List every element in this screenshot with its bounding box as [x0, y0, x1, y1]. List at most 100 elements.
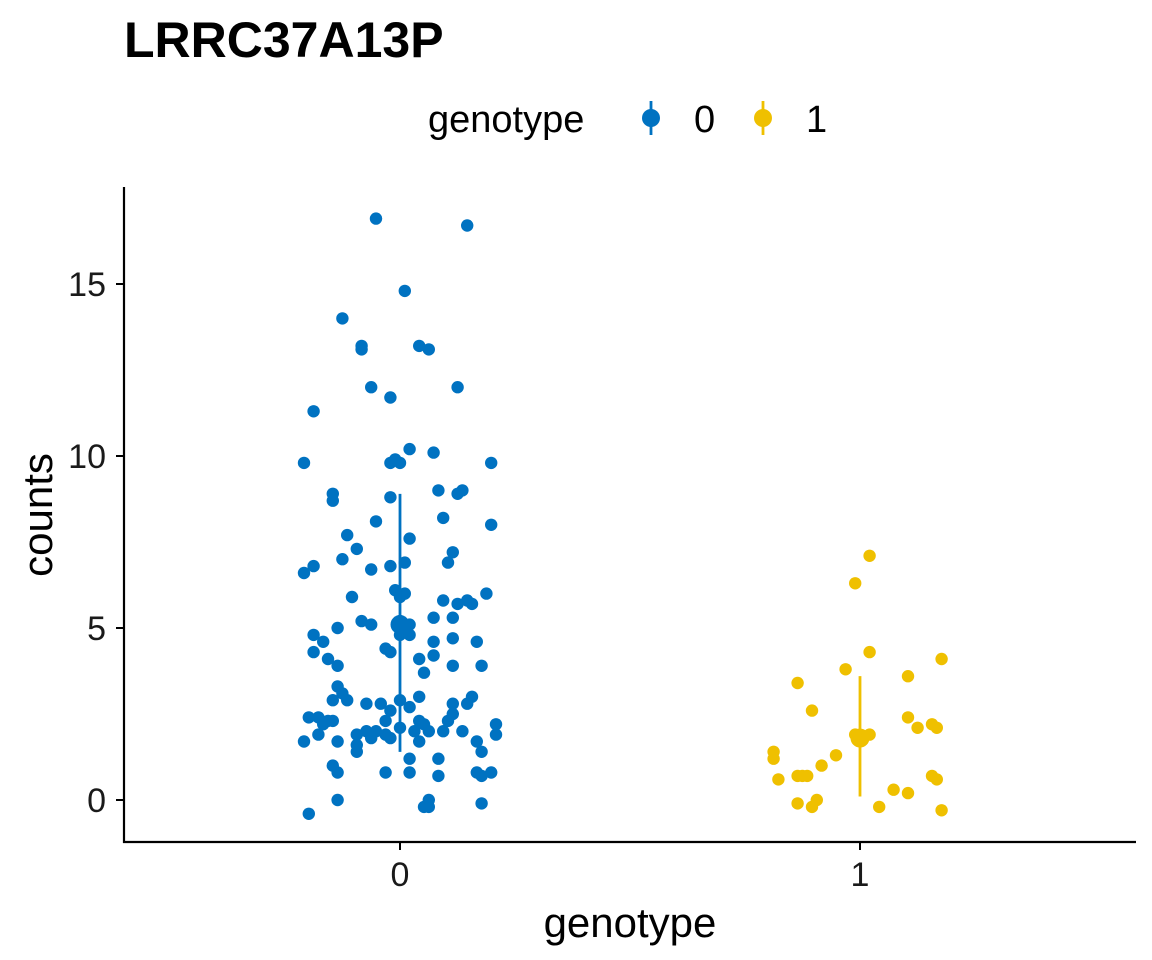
data-point-genotype-1 — [873, 800, 886, 814]
x-tick-label: 0 — [391, 856, 410, 894]
data-point-genotype-0 — [451, 381, 464, 394]
plot-area — [297, 212, 948, 820]
data-point-genotype-0 — [307, 559, 320, 573]
data-point-genotype-0 — [489, 718, 503, 731]
data-point-genotype-1 — [930, 773, 943, 786]
data-point-genotype-0 — [437, 725, 450, 738]
data-point-genotype-1 — [815, 759, 828, 772]
data-point-genotype-0 — [331, 793, 344, 807]
data-point-genotype-0 — [432, 769, 445, 783]
data-point-genotype-0 — [384, 491, 397, 504]
data-point-genotype-1 — [887, 783, 900, 796]
data-point-genotype-0 — [451, 597, 464, 611]
data-point-genotype-0 — [451, 487, 464, 500]
data-point-genotype-0 — [408, 725, 421, 738]
data-point-genotype-0 — [384, 645, 397, 659]
data-point-genotype-0 — [369, 515, 383, 528]
data-point-genotype-0 — [336, 553, 349, 566]
data-point-genotype-0 — [403, 700, 416, 714]
data-point-genotype-0 — [297, 456, 311, 470]
data-point-genotype-0 — [341, 694, 354, 707]
summary-mean-genotype-1 — [850, 728, 870, 748]
data-point-genotype-1 — [849, 577, 862, 590]
data-point-genotype-0 — [427, 649, 440, 662]
data-point-genotype-0 — [374, 697, 387, 710]
data-point-genotype-0 — [422, 800, 435, 814]
legend-title: genotype — [428, 99, 584, 141]
data-point-genotype-0 — [365, 618, 378, 631]
data-point-genotype-1 — [791, 797, 804, 810]
data-point-genotype-0 — [345, 590, 359, 604]
data-point-genotype-0 — [360, 697, 373, 710]
data-point-genotype-0 — [475, 745, 488, 758]
data-point-genotype-0 — [427, 611, 440, 624]
data-point-genotype-1 — [935, 652, 948, 666]
data-point-genotype-1 — [901, 711, 915, 724]
data-point-genotype-0 — [485, 456, 498, 470]
data-point-genotype-0 — [307, 405, 320, 418]
data-point-genotype-0 — [413, 652, 426, 666]
data-point-genotype-0 — [331, 735, 344, 748]
data-point-genotype-0 — [384, 731, 397, 745]
data-point-genotype-0 — [355, 343, 368, 356]
data-point-genotype-1 — [863, 549, 876, 562]
data-point-genotype-1 — [930, 721, 943, 734]
data-point-genotype-0 — [297, 566, 311, 580]
data-point-genotype-0 — [302, 807, 315, 820]
data-point-genotype-0 — [413, 735, 426, 748]
summary-layer — [390, 493, 870, 797]
data-point-genotype-0 — [461, 219, 474, 232]
data-point-genotype-0 — [403, 628, 416, 642]
data-point-genotype-1 — [791, 769, 804, 783]
data-point-genotype-0 — [317, 635, 330, 648]
data-point-genotype-0 — [485, 766, 498, 779]
data-point-genotype-0 — [417, 666, 431, 679]
data-point-genotype-0 — [446, 659, 459, 672]
y-tick-label: 15 — [68, 266, 106, 304]
data-point-genotype-0 — [427, 635, 440, 648]
legend-key-dot — [642, 109, 660, 127]
data-point-genotype-0 — [446, 611, 459, 624]
data-point-genotype-0 — [326, 694, 339, 707]
y-tick-label: 10 — [68, 438, 106, 476]
data-point-genotype-0 — [336, 312, 349, 325]
data-point-genotype-0 — [446, 632, 459, 645]
data-point-genotype-0 — [317, 718, 330, 731]
data-point-genotype-0 — [489, 728, 503, 741]
data-point-genotype-0 — [398, 284, 411, 298]
data-point-genotype-0 — [321, 652, 335, 666]
data-point-genotype-1 — [863, 645, 876, 659]
data-point-genotype-0 — [384, 704, 397, 717]
data-point-genotype-0 — [456, 725, 469, 738]
data-point-genotype-1 — [805, 704, 819, 717]
data-point-genotype-0 — [365, 731, 378, 745]
legend-key-dot — [754, 109, 772, 127]
data-point-genotype-0 — [470, 635, 483, 648]
data-point-genotype-0 — [307, 628, 320, 642]
data-point-genotype-0 — [312, 728, 325, 741]
data-point-genotype-0 — [413, 690, 426, 703]
y-axis-label: counts — [14, 453, 61, 577]
data-point-genotype-1 — [935, 804, 948, 817]
data-point-genotype-0 — [365, 381, 378, 394]
data-point-genotype-0 — [437, 594, 450, 607]
data-point-genotype-0 — [403, 442, 416, 456]
data-point-genotype-0 — [331, 659, 344, 672]
data-point-genotype-0 — [465, 597, 479, 611]
data-point-genotype-0 — [461, 697, 474, 710]
data-point-genotype-0 — [427, 446, 440, 459]
data-point-genotype-0 — [350, 728, 363, 741]
data-point-genotype-0 — [446, 697, 459, 710]
data-point-genotype-0 — [437, 511, 450, 525]
data-point-genotype-0 — [480, 587, 493, 600]
data-point-genotype-0 — [403, 752, 416, 765]
data-point-genotype-1 — [791, 676, 804, 690]
data-point-genotype-0 — [441, 556, 455, 569]
data-point-genotype-0 — [350, 542, 363, 556]
data-point-genotype-0 — [475, 659, 488, 672]
